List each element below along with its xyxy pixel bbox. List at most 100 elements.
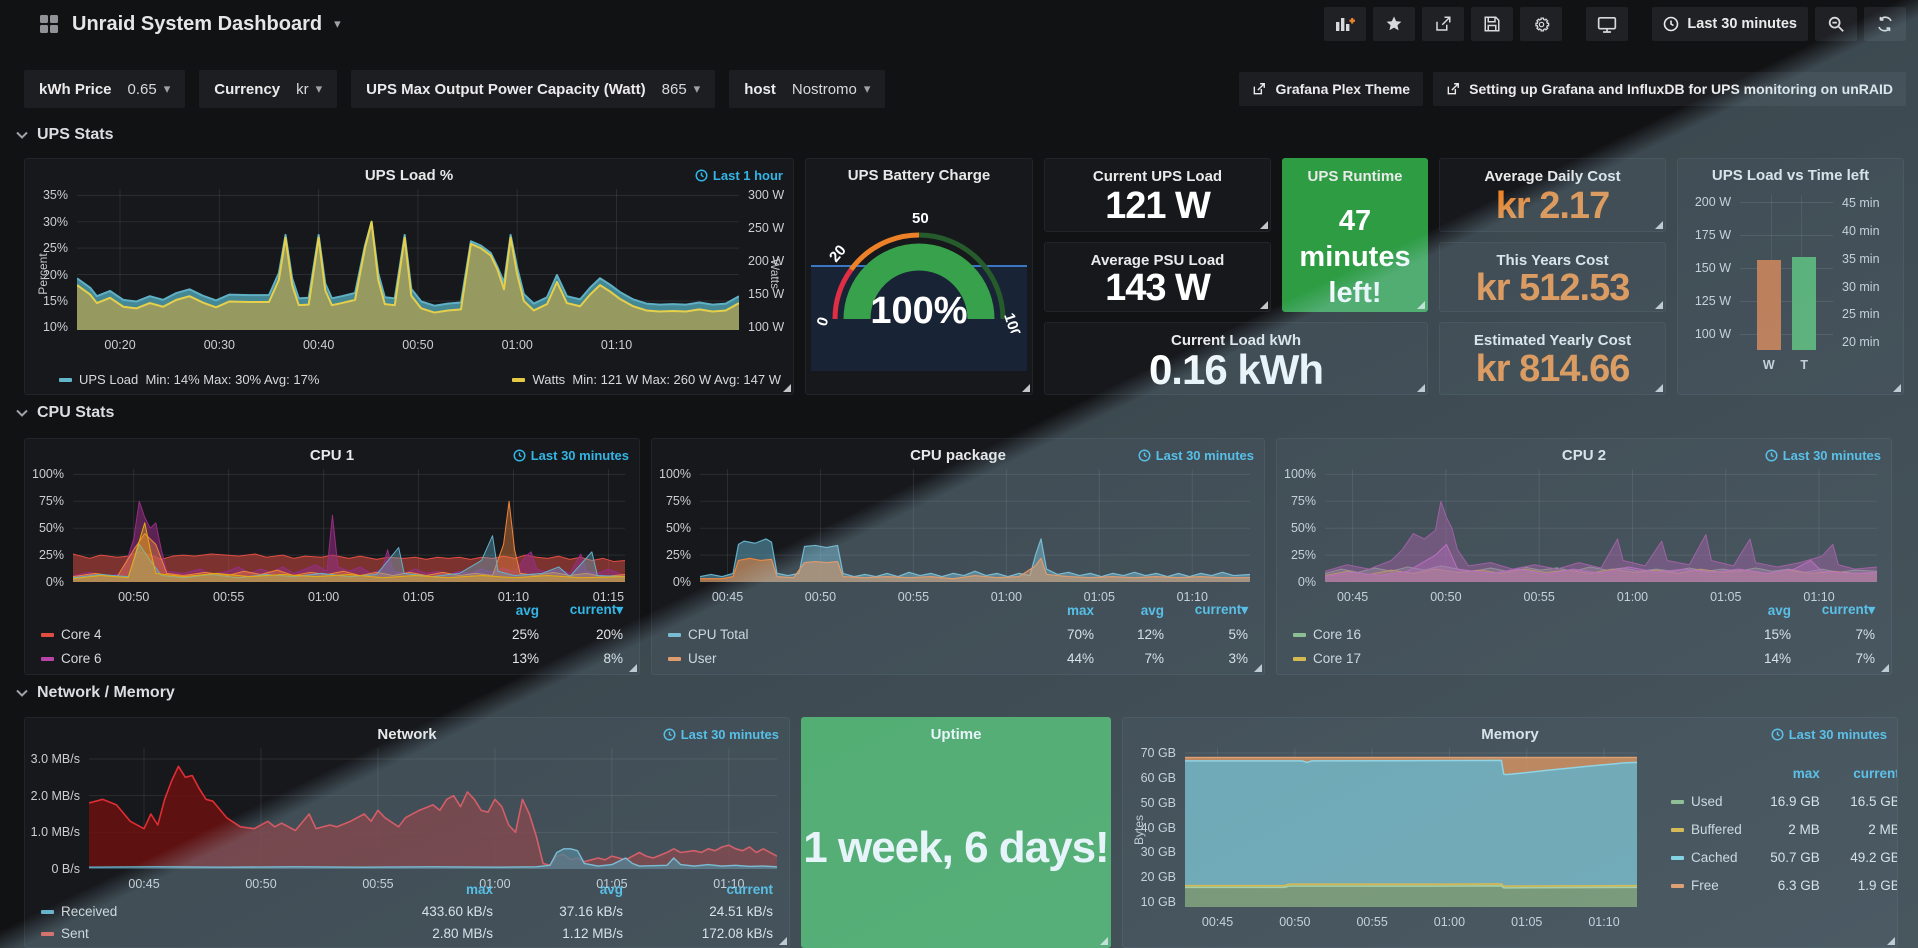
axis-tick-label: 0% [45,575,64,589]
refresh-dashboard-button[interactable] [1864,7,1906,41]
legend-item[interactable]: Free [1671,878,1742,893]
variable-ups-max-output[interactable]: UPS Max Output Power Capacity (Watt) 865… [351,70,716,108]
legend-col-header[interactable]: current [726,882,773,897]
panel-title[interactable]: CPU package [910,447,1006,464]
panel-time-range[interactable]: Last 30 minutes [513,448,629,463]
panel-resize-handle[interactable] [1260,301,1268,309]
legend-col-header-sorted[interactable]: current▾ [1194,602,1248,617]
panel-time-range[interactable]: Last 30 minutes [1765,448,1881,463]
panel-title[interactable]: This Years Cost [1496,252,1609,269]
panel-title[interactable]: UPS Load % [364,167,454,184]
legend-item[interactable]: User [668,651,1010,666]
panel-resize-handle[interactable] [1655,221,1663,229]
network-chart[interactable]: 3.0 MB/s 2.0 MB/s 1.0 MB/s 0 B/s 00:45 00:50 0… [31,748,777,891]
panel-resize-handle[interactable] [1417,301,1425,309]
panel-title[interactable]: CPU 1 [309,447,355,464]
panel-resize-handle[interactable] [1260,221,1268,229]
panel-resize-handle[interactable] [1881,664,1889,672]
ups-stat-cluster: Current UPS Load 121 W UPS Runtime 47 mi… [1044,158,1428,395]
section-header-network-memory[interactable]: Network / Memory [16,684,175,702]
variable-host[interactable]: host Nostromo ▾ [729,70,886,108]
panel-title[interactable]: Network [377,726,437,743]
memory-chart[interactable]: 70 GB 60 GB 50 GB 40 GB 30 GB 20 GB 10 GB 00:45… [1141,746,1637,929]
chevron-down-icon: ▾ [693,81,701,96]
time-range-picker[interactable]: Last 30 minutes [1652,7,1808,41]
zoom-out-time-button[interactable] [1815,7,1857,41]
panel-title[interactable]: CPU 2 [1561,447,1607,464]
axis-tick-label: 3.0 MB/s [30,752,80,766]
panel-title[interactable]: UPS Load vs Time left [1711,167,1870,184]
panel-time-range[interactable]: Last 1 hour [695,168,783,183]
cpu-package-chart[interactable]: 100% 75% 50% 25% 0% 00:45 00:50 00:55 01:00 01:05… [659,467,1250,604]
panel-title[interactable]: UPS Runtime [1307,168,1403,185]
variable-currency[interactable]: Currency kr ▾ [199,70,338,108]
panel-resize-handle[interactable] [1893,384,1901,392]
panel-resize-handle[interactable] [1022,384,1030,392]
axis-tick-label: 150 W [748,287,785,302]
legend-col-header[interactable]: max [1066,602,1094,618]
ups-load-chart[interactable]: 35% 30% 25% 20% 15% 10% 300 W 250 W 200 W 150 W 10… [43,188,784,352]
panel-title[interactable]: Estimated Yearly Cost [1473,332,1632,349]
legend-col-header-sorted[interactable]: current▾ [1821,602,1875,617]
panel-title[interactable]: Memory [1481,726,1539,743]
legend-item[interactable]: Buffered [1671,822,1742,837]
panel-resize-handle[interactable] [1417,384,1425,392]
legend-col-header[interactable]: max [465,882,493,897]
star-dashboard-button[interactable] [1373,7,1416,41]
panel-time-range[interactable]: Last 30 minutes [663,727,779,742]
legend-col-header-sorted[interactable]: current▾ [569,602,623,617]
axis-tick-label: 25% [1290,548,1316,563]
panel-title[interactable]: Average Daily Cost [1484,168,1621,185]
cycle-view-mode-button[interactable] [1586,7,1629,41]
section-header-ups-stats[interactable]: UPS Stats [16,126,113,144]
panel-resize-handle[interactable] [1655,301,1663,309]
dashboard-settings-button[interactable] [1520,7,1563,41]
panel-time-range[interactable]: Last 30 minutes [1771,727,1887,742]
legend-col-header[interactable]: avg [515,602,539,618]
save-dashboard-button[interactable] [1471,7,1514,41]
panel-title[interactable]: Average PSU Load [1090,252,1225,269]
dashboards-grid-icon[interactable] [38,13,60,35]
section-header-cpu-stats[interactable]: CPU Stats [16,404,114,422]
legend-item[interactable]: Core 16 [1293,627,1721,642]
panel-time-range[interactable]: Last 30 minutes [1138,448,1254,463]
panel-resize-handle[interactable] [1100,937,1108,945]
panel-title[interactable]: Current UPS Load [1092,168,1223,185]
cpu2-chart[interactable]: 100% 75% 50% 25% 0% 00:45 00:50 00:55 01:00 01:05… [1284,467,1877,604]
panel-resize-handle[interactable] [1655,384,1663,392]
legend-col-header[interactable]: current [1853,766,1898,781]
panel-resize-handle[interactable] [1887,937,1895,945]
panel-title[interactable]: Uptime [930,726,982,743]
bar-T[interactable] [1792,257,1817,350]
legend-item[interactable]: Sent [41,926,343,941]
legend-col-header[interactable]: avg [1140,602,1164,618]
legend-item[interactable]: Used [1671,794,1742,809]
panel-resize-handle[interactable] [783,384,791,392]
legend-item[interactable]: Core 4 [41,627,469,642]
panel-resize-handle[interactable] [1254,664,1262,672]
panel-resize-handle[interactable] [629,664,637,672]
legend-item[interactable]: Core 6 [41,651,469,666]
legend-col-header[interactable]: avg [1767,602,1791,618]
cpu1-chart[interactable]: 100% 75% 50% 25% 0% 00:50 00:55 01:00 01:05 01:10… [32,467,625,604]
battery-gauge[interactable]: 0 20 50 100 100% [814,201,1024,333]
panel-resize-handle[interactable] [779,937,787,945]
bar-W[interactable] [1756,259,1781,350]
panel-title[interactable]: Current Load kWh [1171,332,1301,349]
legend-col-header[interactable]: max [1792,766,1820,781]
panel-title[interactable]: UPS Battery Charge [847,167,991,184]
link-grafana-influxdb-guide[interactable]: Setting up Grafana and InfluxDB for UPS … [1433,72,1906,106]
legend-item[interactable]: Watts Min: 121 W Max: 260 W Avg: 147 W [512,372,781,387]
legend-item[interactable]: Core 17 [1293,651,1721,666]
legend-item[interactable]: Cached [1671,850,1742,865]
dashboard-title[interactable]: Unraid System Dashboard [72,12,323,35]
ups-bar-chart[interactable]: 200 W 175 W 150 W 125 W 100 W 45 min 40 min 35 … [1694,194,1880,372]
share-dashboard-button[interactable] [1422,7,1465,41]
legend-item[interactable]: UPS Load Min: 14% Max: 30% Avg: 17% [59,372,319,387]
legend-item[interactable]: Received [41,904,343,919]
legend-col-header[interactable]: avg [599,882,623,897]
legend-item[interactable]: CPU Total [668,627,1010,642]
add-panel-button[interactable] [1324,7,1367,41]
link-grafana-plex-theme[interactable]: Grafana Plex Theme [1239,72,1424,106]
variable-kwh-price[interactable]: kWh Price 0.65 ▾ [24,70,186,108]
